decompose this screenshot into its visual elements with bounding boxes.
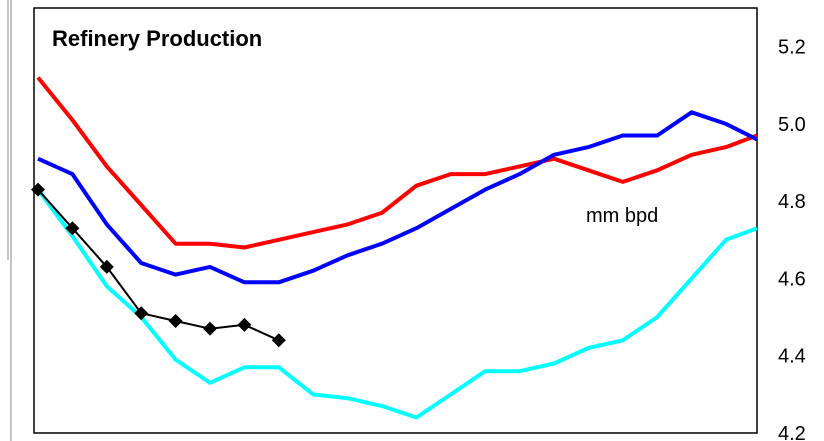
unit-annotation: mm bpd <box>586 205 658 227</box>
series-4-marker-2 <box>65 221 80 236</box>
chart-title: Refinery Production <box>52 26 262 51</box>
series-line-3 <box>36 188 758 420</box>
series-4-marker-6 <box>203 321 217 336</box>
series-4-marker-1 <box>31 182 45 197</box>
y-tick-label: 4.4 <box>778 346 806 368</box>
marker-layer <box>31 182 286 348</box>
y-tick-label: 4.2 <box>778 423 806 441</box>
series-4-marker-8 <box>271 333 286 348</box>
series-line-2 <box>37 110 758 285</box>
series-4-marker-5 <box>168 313 183 328</box>
series-4-marker-7 <box>237 317 252 332</box>
y-tick-label: 4.8 <box>778 191 806 213</box>
series-4-marker-4 <box>134 306 149 321</box>
series-4-marker-3 <box>99 259 114 274</box>
y-tick-label: 5.2 <box>778 37 806 59</box>
y-tick-label: 4.6 <box>778 268 806 290</box>
series-line-1 <box>36 76 758 250</box>
y-tick-label: 5.0 <box>778 114 806 136</box>
y-axis-ticks: 4.2 4.4 4.6 4.8 5.0 5.2 <box>778 37 806 441</box>
